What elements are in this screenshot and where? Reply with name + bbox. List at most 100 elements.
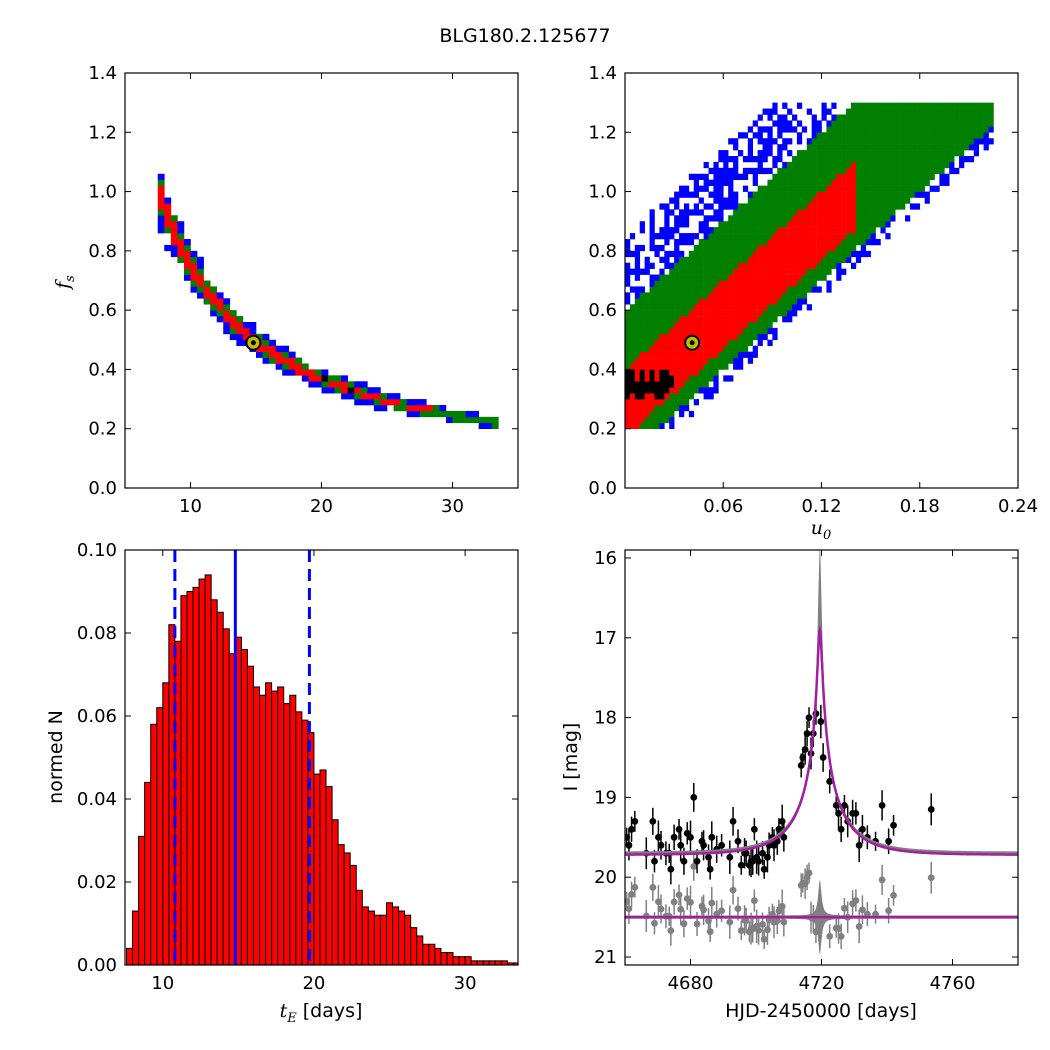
density-cell	[649, 422, 655, 430]
density-cell	[723, 351, 729, 358]
density-cell	[629, 410, 636, 418]
density-cell	[801, 150, 808, 157]
density-cell	[644, 410, 650, 418]
density-cell	[816, 156, 822, 163]
density-cell	[860, 138, 867, 145]
density-cell	[718, 209, 724, 216]
density-cell	[164, 221, 172, 228]
density-cell	[674, 203, 680, 210]
y-tick-label: 1.0	[588, 182, 617, 203]
density-cell	[190, 286, 198, 293]
density-cell	[919, 132, 925, 139]
density-cell	[216, 310, 224, 317]
density-cell	[988, 126, 994, 133]
density-cell	[762, 167, 768, 175]
density-cell	[821, 268, 827, 275]
density-cell	[649, 416, 655, 424]
x-tick-label: 10	[179, 496, 202, 517]
density-cell	[806, 233, 812, 240]
density-cell	[747, 233, 754, 240]
density-cell	[733, 209, 739, 216]
density-cell	[787, 268, 793, 275]
density-cell	[728, 292, 734, 299]
density-cell	[426, 405, 434, 412]
density-cell	[216, 304, 224, 311]
density-cell	[826, 138, 832, 145]
density-cell	[698, 256, 704, 264]
density-cell	[728, 244, 734, 252]
x-tick-label: 20	[302, 973, 325, 994]
density-cell	[183, 262, 191, 269]
density-cell	[747, 138, 754, 145]
data-point	[826, 778, 834, 785]
density-cell	[806, 256, 812, 264]
density-cell	[919, 126, 925, 133]
data-point	[625, 841, 633, 849]
density-cell	[900, 126, 906, 133]
density-cell	[634, 286, 641, 293]
density-cell	[625, 280, 631, 287]
density-cell	[870, 132, 876, 139]
density-cell	[723, 280, 729, 287]
residual-point	[687, 898, 694, 906]
density-cell	[644, 422, 650, 430]
density-cell	[792, 227, 798, 234]
density-cell	[733, 173, 739, 181]
density-cell	[683, 209, 690, 216]
density-cell	[347, 381, 355, 388]
density-cell	[737, 173, 744, 181]
density-cell	[792, 191, 798, 198]
density-cell	[708, 298, 714, 305]
density-cell	[944, 114, 950, 121]
density-cell	[747, 333, 754, 341]
density-cell	[865, 126, 871, 133]
density-cell	[860, 203, 867, 210]
density-cell	[954, 138, 960, 145]
density-cell	[949, 138, 955, 145]
density-cell	[954, 167, 960, 175]
density-cell	[777, 244, 783, 252]
density-cell	[703, 221, 709, 228]
density-cell	[733, 256, 739, 264]
density-cell	[821, 274, 827, 281]
density-cell	[821, 203, 827, 210]
density-cell	[787, 310, 793, 317]
density-cell	[688, 316, 695, 323]
density-cell	[792, 244, 798, 252]
density-cell	[767, 144, 773, 151]
fs-u0-density-map	[625, 102, 994, 430]
density-cell	[836, 197, 842, 204]
density-cell	[929, 173, 935, 181]
density-cell	[767, 167, 773, 175]
density-cell	[737, 221, 744, 228]
density-cell	[762, 310, 768, 317]
density-cell	[728, 375, 734, 382]
density-cell	[639, 393, 645, 400]
density-cell	[708, 244, 714, 252]
density-cell	[757, 132, 763, 139]
density-cell	[846, 144, 852, 151]
density-cell	[811, 197, 817, 204]
density-cell	[164, 209, 172, 216]
density-cell	[983, 114, 989, 121]
histogram-bar	[331, 819, 339, 966]
density-cell	[777, 304, 783, 311]
density-cell	[708, 387, 714, 394]
density-cell	[688, 191, 695, 198]
density-cell	[698, 209, 704, 216]
density-cell	[674, 327, 680, 335]
density-cell	[718, 203, 724, 210]
best-fit-dot	[250, 340, 256, 346]
density-cell	[693, 286, 699, 293]
density-cell	[919, 167, 925, 175]
density-cell	[895, 102, 901, 109]
density-cell	[831, 156, 837, 163]
density-cell	[639, 221, 645, 228]
density-cell	[669, 322, 675, 329]
density-cell	[885, 179, 891, 186]
density-cell	[865, 227, 871, 234]
density-cell	[649, 280, 655, 287]
density-cell	[787, 298, 793, 305]
best-fit-marker	[245, 334, 262, 351]
density-cell	[674, 333, 680, 341]
